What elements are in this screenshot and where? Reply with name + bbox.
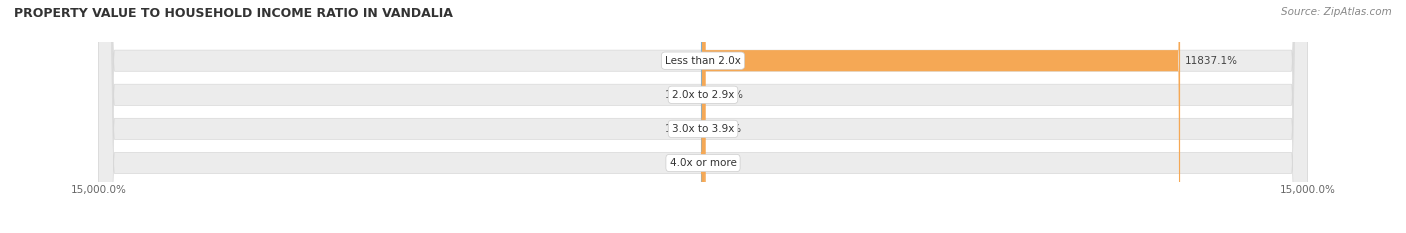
FancyBboxPatch shape xyxy=(702,0,704,233)
FancyBboxPatch shape xyxy=(703,0,1180,233)
FancyBboxPatch shape xyxy=(702,0,704,233)
Text: 1.9%: 1.9% xyxy=(707,158,734,168)
Text: 2.0x to 2.9x: 2.0x to 2.9x xyxy=(672,90,734,100)
FancyBboxPatch shape xyxy=(702,0,703,233)
Text: Source: ZipAtlas.com: Source: ZipAtlas.com xyxy=(1281,7,1392,17)
Text: 11.5%: 11.5% xyxy=(665,124,697,134)
Text: 3.0x to 3.9x: 3.0x to 3.9x xyxy=(672,124,734,134)
Text: 68.0%: 68.0% xyxy=(710,90,744,100)
FancyBboxPatch shape xyxy=(98,0,1308,233)
FancyBboxPatch shape xyxy=(98,0,1308,233)
FancyBboxPatch shape xyxy=(703,0,706,233)
Text: 17.2%: 17.2% xyxy=(665,158,697,168)
Text: 11837.1%: 11837.1% xyxy=(1185,56,1237,66)
Text: PROPERTY VALUE TO HOUSEHOLD INCOME RATIO IN VANDALIA: PROPERTY VALUE TO HOUSEHOLD INCOME RATIO… xyxy=(14,7,453,20)
Text: 4.0x or more: 4.0x or more xyxy=(669,158,737,168)
Text: 50.4%: 50.4% xyxy=(664,56,696,66)
FancyBboxPatch shape xyxy=(98,0,1308,233)
Text: 10.8%: 10.8% xyxy=(665,90,697,100)
Legend: Without Mortgage, With Mortgage: Without Mortgage, With Mortgage xyxy=(595,231,811,233)
FancyBboxPatch shape xyxy=(702,0,704,233)
Text: 15.2%: 15.2% xyxy=(709,124,741,134)
FancyBboxPatch shape xyxy=(98,0,1308,233)
FancyBboxPatch shape xyxy=(702,0,704,233)
FancyBboxPatch shape xyxy=(702,0,704,233)
Text: Less than 2.0x: Less than 2.0x xyxy=(665,56,741,66)
